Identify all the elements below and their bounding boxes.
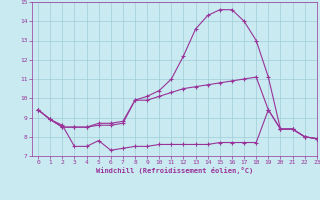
X-axis label: Windchill (Refroidissement éolien,°C): Windchill (Refroidissement éolien,°C) [96, 167, 253, 174]
